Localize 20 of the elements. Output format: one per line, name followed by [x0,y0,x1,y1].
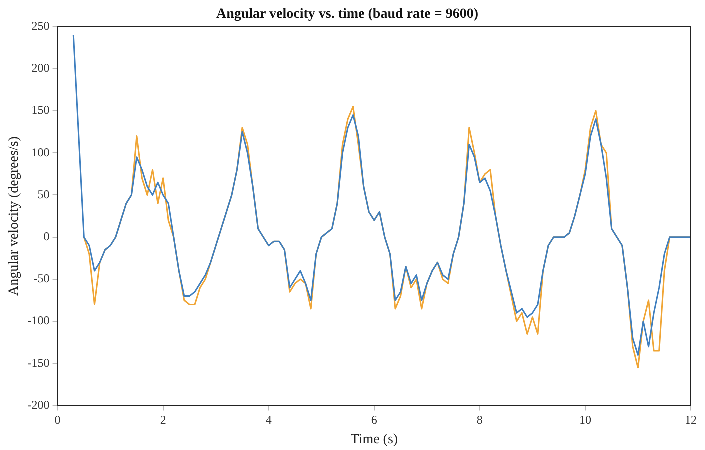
y-tick-label: -50 [34,272,50,286]
y-tick-label: 50 [38,187,50,202]
x-tick-label: 10 [579,413,592,428]
y-tick-label: 250 [32,18,50,33]
x-tick-label: 12 [685,413,697,428]
y-tick-label: 100 [32,145,50,160]
x-tick-label: 0 [54,413,61,428]
y-tick-label: 200 [32,61,50,76]
y-tick-label: 0 [44,230,50,244]
x-tick-label: 6 [371,413,378,428]
x-axis-title: Time (s) [350,432,398,448]
chart-title: Angular velocity vs. time (baud rate = 9600) [216,7,479,22]
y-tick-label: -150 [28,356,50,370]
x-tick-label: 4 [266,413,272,428]
y-axis-title: Angular velocity (degrees/s) [7,136,22,296]
y-tick-label: -200 [28,398,50,412]
x-tick-label: 8 [476,413,483,428]
x-tick-label: 2 [160,413,166,428]
y-tick-label: 150 [32,103,50,118]
y-tick-label: -100 [28,314,50,328]
